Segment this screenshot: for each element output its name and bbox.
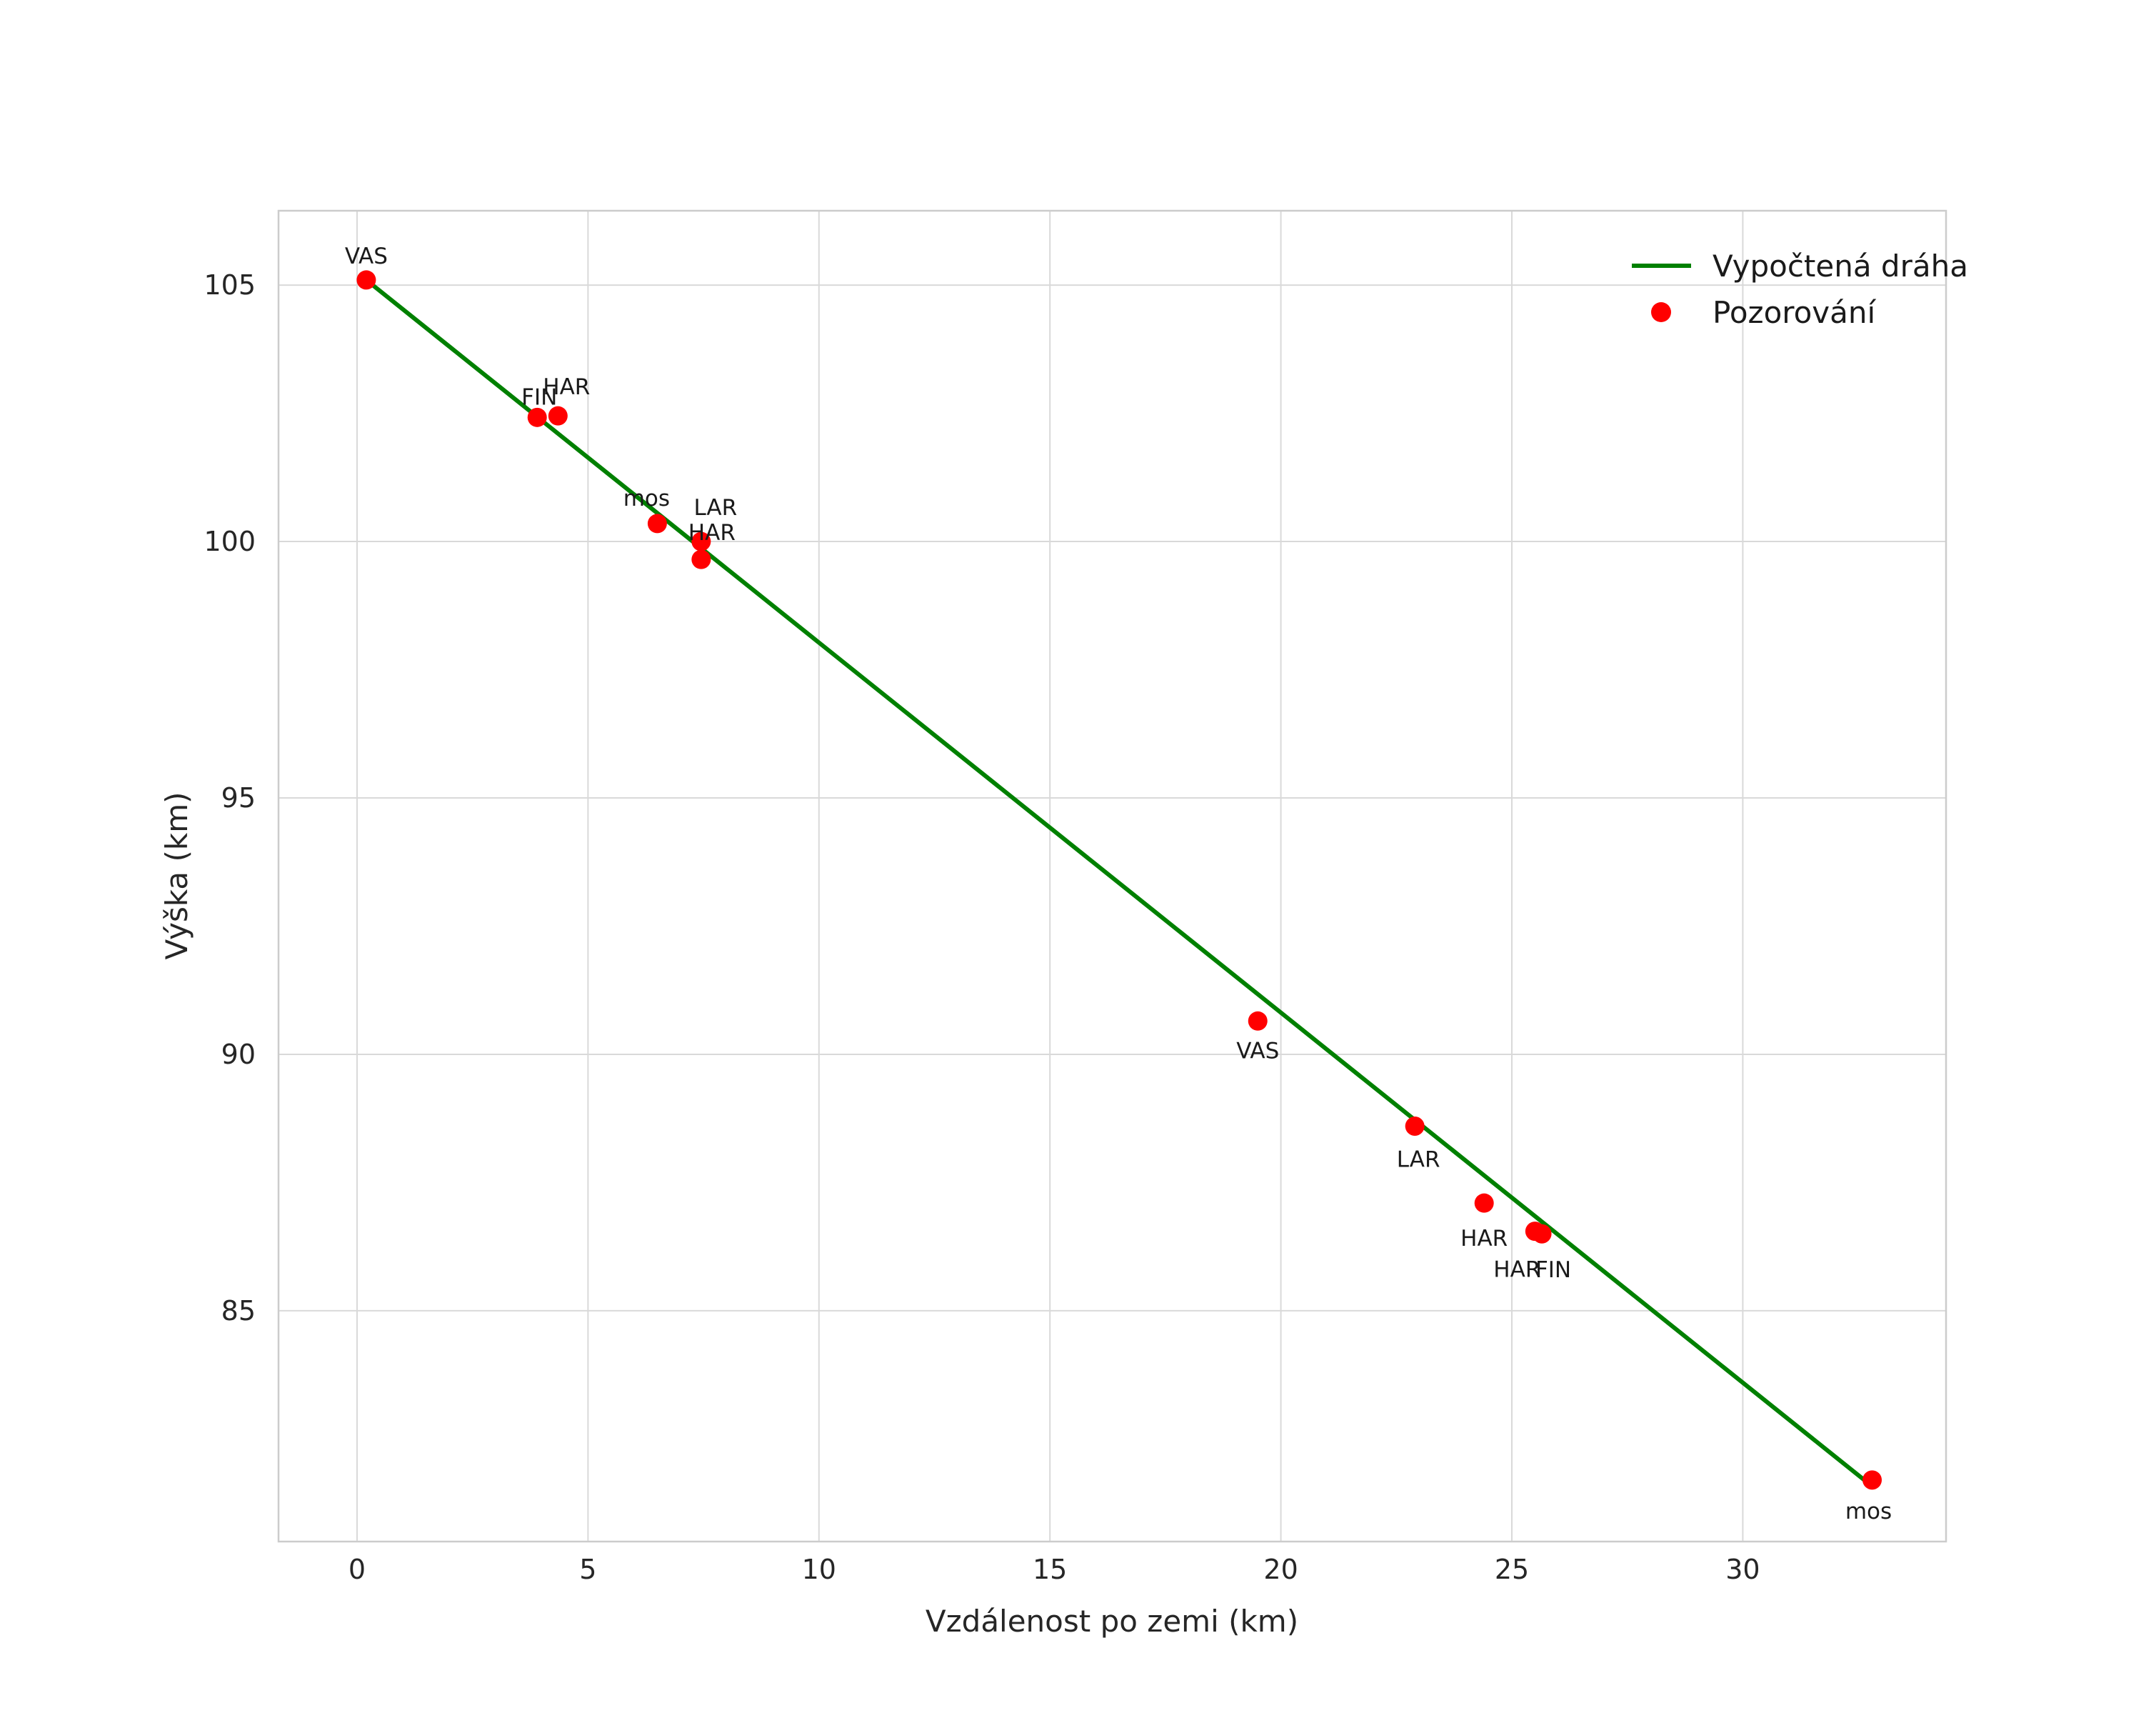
- observation-point: [1532, 1224, 1552, 1244]
- station-label: HAR: [543, 374, 590, 400]
- y-axis-label: Výška (km): [159, 791, 194, 959]
- x-tick-label: 5: [579, 1554, 596, 1585]
- x-tick-label: 0: [349, 1554, 366, 1585]
- station-label: FIN: [521, 384, 557, 410]
- computed-trajectory-line: [363, 277, 1870, 1485]
- plot-border: [277, 209, 1947, 1543]
- station-label: HAR: [1460, 1226, 1508, 1252]
- x-tick-label: 20: [1263, 1554, 1298, 1585]
- y-tick-label: 85: [221, 1295, 256, 1327]
- observation-point: [1474, 1193, 1494, 1213]
- x-tick-label: 30: [1725, 1554, 1760, 1585]
- legend-label-marker: Pozorování: [1713, 295, 1877, 330]
- observation-point: [1248, 1011, 1268, 1031]
- station-label: VAS: [1236, 1038, 1279, 1064]
- legend-label-line: Vypočtená dráha: [1713, 249, 1968, 284]
- y-tick-label: 105: [204, 269, 256, 301]
- legend-marker-sample: [1651, 302, 1671, 322]
- observation-point: [691, 531, 711, 551]
- legend: Vypočtená dráha Pozorování: [1632, 249, 1968, 330]
- x-tick-label: 15: [1033, 1554, 1067, 1585]
- y-tick-label: 90: [221, 1039, 256, 1070]
- station-label: HAR: [1493, 1257, 1540, 1283]
- data-series: [356, 270, 1882, 1490]
- x-tick-label: 10: [802, 1554, 836, 1585]
- station-label: LAR: [693, 495, 737, 521]
- station-label: mos: [1845, 1499, 1892, 1524]
- grid-lines: [279, 211, 1946, 1542]
- observation-point: [527, 407, 547, 427]
- y-tick-label: 100: [204, 526, 256, 557]
- x-tick-label: 25: [1495, 1554, 1529, 1585]
- observation-point: [356, 270, 376, 290]
- axis-ticks: 0 5 10 15 20 25 30 85 90 95 100 105: [204, 269, 1760, 1585]
- station-label: mos: [623, 486, 670, 511]
- station-label: FIN: [1535, 1257, 1571, 1283]
- x-axis-label: Vzdálenost po zemi (km): [926, 1604, 1298, 1639]
- station-label: LAR: [1397, 1147, 1440, 1172]
- observation-point: [691, 549, 711, 569]
- observation-point: [647, 514, 667, 534]
- observation-point: [1862, 1470, 1882, 1490]
- observation-point: [1405, 1116, 1425, 1136]
- observation-point: [548, 406, 568, 426]
- station-label: HAR: [688, 520, 736, 546]
- y-tick-label: 95: [221, 782, 256, 814]
- station-label: VAS: [345, 244, 388, 269]
